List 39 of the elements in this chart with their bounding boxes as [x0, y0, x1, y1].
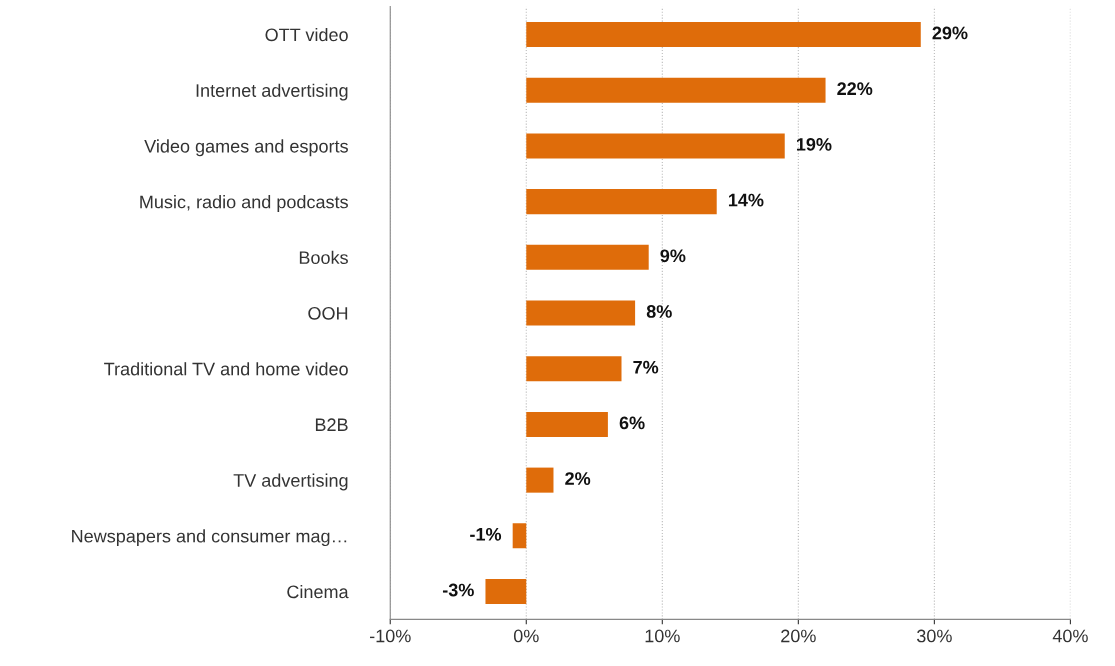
- data-label: 6%: [619, 416, 645, 430]
- bar: [485, 579, 527, 605]
- data-label: -3%: [442, 583, 474, 597]
- x-tick-label: 30%: [916, 629, 952, 643]
- bar: [526, 356, 622, 382]
- bar: [526, 300, 636, 326]
- y-tick-label: B2B: [315, 418, 348, 431]
- y-tick-label: Cinema: [287, 584, 349, 599]
- data-label: 22%: [837, 82, 873, 96]
- bar: [526, 77, 826, 103]
- x-tick-label: 10%: [645, 629, 680, 643]
- bar: [512, 523, 527, 549]
- data-label: -1%: [470, 527, 502, 541]
- data-label: 29%: [932, 26, 968, 40]
- y-tick-label: Internet advertising: [196, 83, 348, 101]
- y-tick-label: Traditional TV and home video: [104, 362, 348, 376]
- y-tick-label: TV advertising: [233, 473, 348, 491]
- data-label: 19%: [796, 137, 832, 151]
- data-label: 2%: [565, 472, 591, 485]
- x-tick-label: 20%: [781, 629, 816, 643]
- y-tick-label: Books: [299, 250, 348, 265]
- bar: [526, 133, 785, 159]
- data-label: 9%: [660, 249, 686, 263]
- y-tick-label: Video games and esports: [144, 139, 348, 157]
- y-tick-label: OOH: [308, 306, 348, 320]
- data-label: 8%: [646, 305, 672, 318]
- bar: [526, 244, 649, 270]
- bar: [526, 411, 608, 437]
- y-tick-label: OTT video: [265, 27, 348, 42]
- x-tick-label: -10%: [369, 629, 411, 643]
- bar: [526, 21, 921, 48]
- data-label: 7%: [633, 360, 659, 374]
- y-tick-label: Music, radio and podcasts: [140, 195, 348, 212]
- x-tick-label: 0%: [513, 629, 539, 643]
- bar: [526, 189, 717, 215]
- bar: [526, 467, 554, 493]
- data-label: 14%: [728, 193, 764, 207]
- x-tick-label: 40%: [1052, 629, 1088, 643]
- y-tick-label: Newspapers and consumer mag…: [72, 529, 347, 547]
